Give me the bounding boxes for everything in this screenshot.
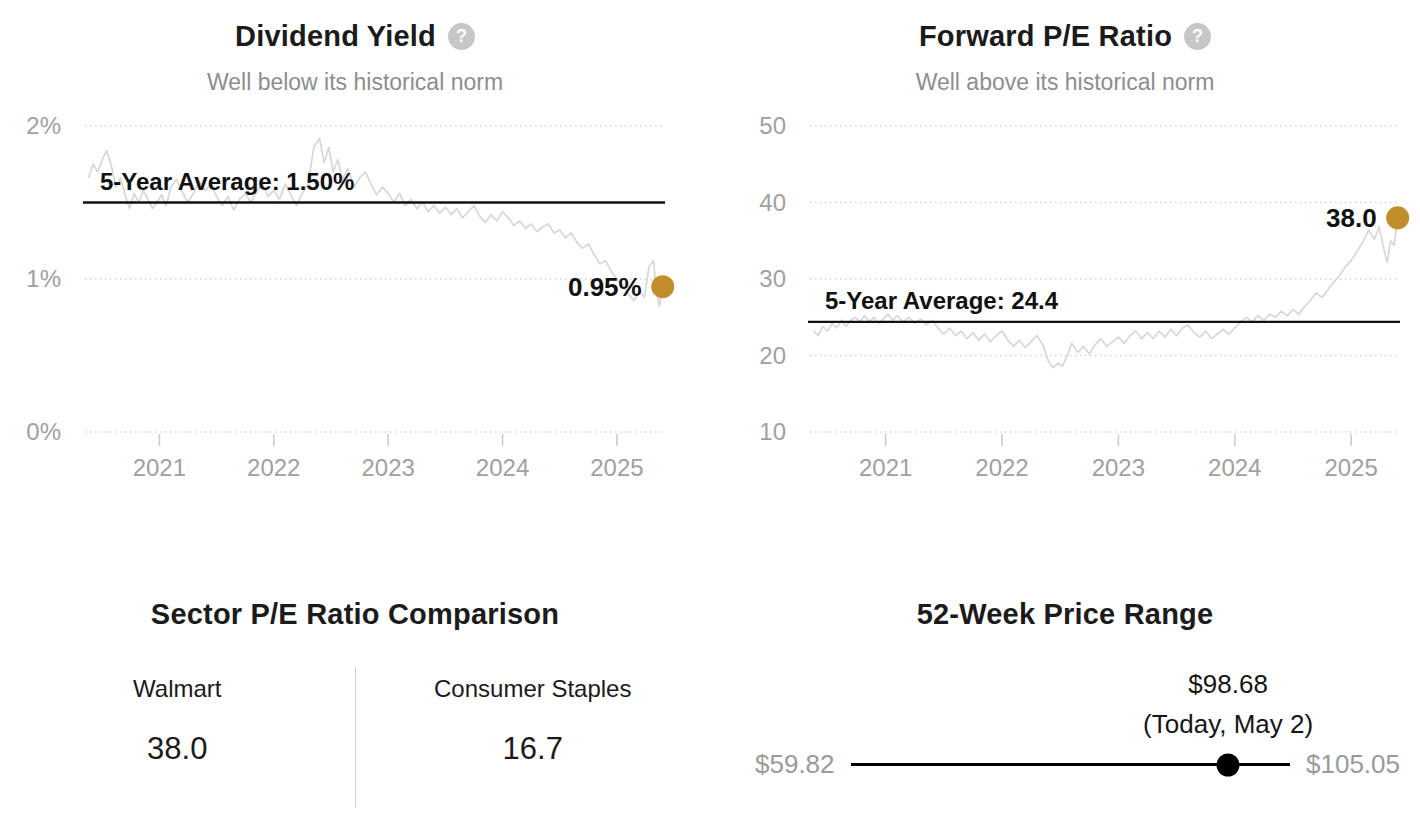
comparison-label: Consumer Staples — [356, 675, 711, 703]
price-range-panel: 52-Week Price Range $59.82 $98.68 (Today… — [710, 570, 1420, 838]
dividend-yield-header: Dividend Yield ? — [0, 0, 710, 53]
sector-comparison-title: Sector P/E Ratio Comparison — [0, 570, 710, 631]
svg-text:0%: 0% — [26, 418, 61, 445]
svg-text:2023: 2023 — [361, 454, 414, 481]
help-icon[interactable]: ? — [448, 23, 475, 50]
svg-text:2021: 2021 — [859, 454, 912, 481]
svg-text:2%: 2% — [26, 112, 61, 139]
svg-text:2025: 2025 — [590, 454, 643, 481]
current-price-note: (Today, May 2) — [1143, 704, 1313, 744]
valuation-dashboard: Dividend Yield ? Well below its historic… — [0, 0, 1420, 838]
dividend-yield-subtitle: Well below its historical norm — [0, 69, 710, 96]
svg-text:2023: 2023 — [1092, 454, 1145, 481]
current-price: $98.68 — [1143, 664, 1313, 704]
svg-text:5-Year Average: 24.4: 5-Year Average: 24.4 — [825, 287, 1059, 314]
svg-text:40: 40 — [759, 189, 786, 216]
svg-text:5-Year Average: 1.50%: 5-Year Average: 1.50% — [100, 168, 354, 195]
forward-pe-panel: Forward P/E Ratio ? Well above its histo… — [710, 0, 1420, 570]
price-range-title: 52-Week Price Range — [710, 570, 1420, 631]
svg-text:0.95%: 0.95% — [568, 272, 642, 302]
comparison-label: Walmart — [0, 675, 355, 703]
svg-text:10: 10 — [759, 418, 786, 445]
price-range-current-label: $98.68 (Today, May 2) — [1143, 664, 1313, 745]
svg-text:2021: 2021 — [133, 454, 186, 481]
svg-text:30: 30 — [759, 265, 786, 292]
price-range-low: $59.82 — [755, 749, 835, 780]
forward-pe-title: Forward P/E Ratio — [919, 20, 1172, 53]
price-range-track: $98.68 (Today, May 2) — [851, 753, 1290, 777]
dividend-yield-title: Dividend Yield — [235, 20, 436, 53]
current-price-marker — [1217, 753, 1240, 776]
forward-pe-chart: 10 20 30 40 50 2021 2022 2023 2024 2025 5-Year Ave… — [710, 96, 1420, 506]
dividend-yield-panel: Dividend Yield ? Well below its historic… — [0, 0, 710, 570]
comparison-col-walmart: Walmart 38.0 — [0, 667, 355, 807]
price-range-high: $105.05 — [1306, 749, 1400, 780]
svg-text:2025: 2025 — [1324, 454, 1377, 481]
forward-pe-header: Forward P/E Ratio ? — [710, 0, 1420, 53]
dividend-yield-chart: 0% 1% 2% 2021 2022 2023 2024 2025 5-Year Average… — [0, 96, 710, 506]
comparison-col-sector: Consumer Staples 16.7 — [356, 667, 711, 807]
sector-comparison-panel: Sector P/E Ratio Comparison Walmart 38.0… — [0, 570, 710, 838]
comparison-value: 38.0 — [0, 731, 355, 767]
price-range-slider: $59.82 $98.68 (Today, May 2) $105.05 — [755, 749, 1400, 780]
svg-text:20: 20 — [759, 342, 786, 369]
forward-pe-subtitle: Well above its historical norm — [710, 69, 1420, 96]
svg-text:2022: 2022 — [975, 454, 1028, 481]
svg-text:2024: 2024 — [476, 454, 529, 481]
svg-text:50: 50 — [759, 112, 786, 139]
svg-text:38.0: 38.0 — [1326, 203, 1377, 233]
svg-text:1%: 1% — [26, 265, 61, 292]
help-icon[interactable]: ? — [1184, 23, 1211, 50]
svg-text:2024: 2024 — [1208, 454, 1261, 481]
sector-comparison-table: Walmart 38.0 Consumer Staples 16.7 — [0, 667, 710, 807]
svg-text:2022: 2022 — [247, 454, 300, 481]
comparison-value: 16.7 — [356, 731, 711, 767]
